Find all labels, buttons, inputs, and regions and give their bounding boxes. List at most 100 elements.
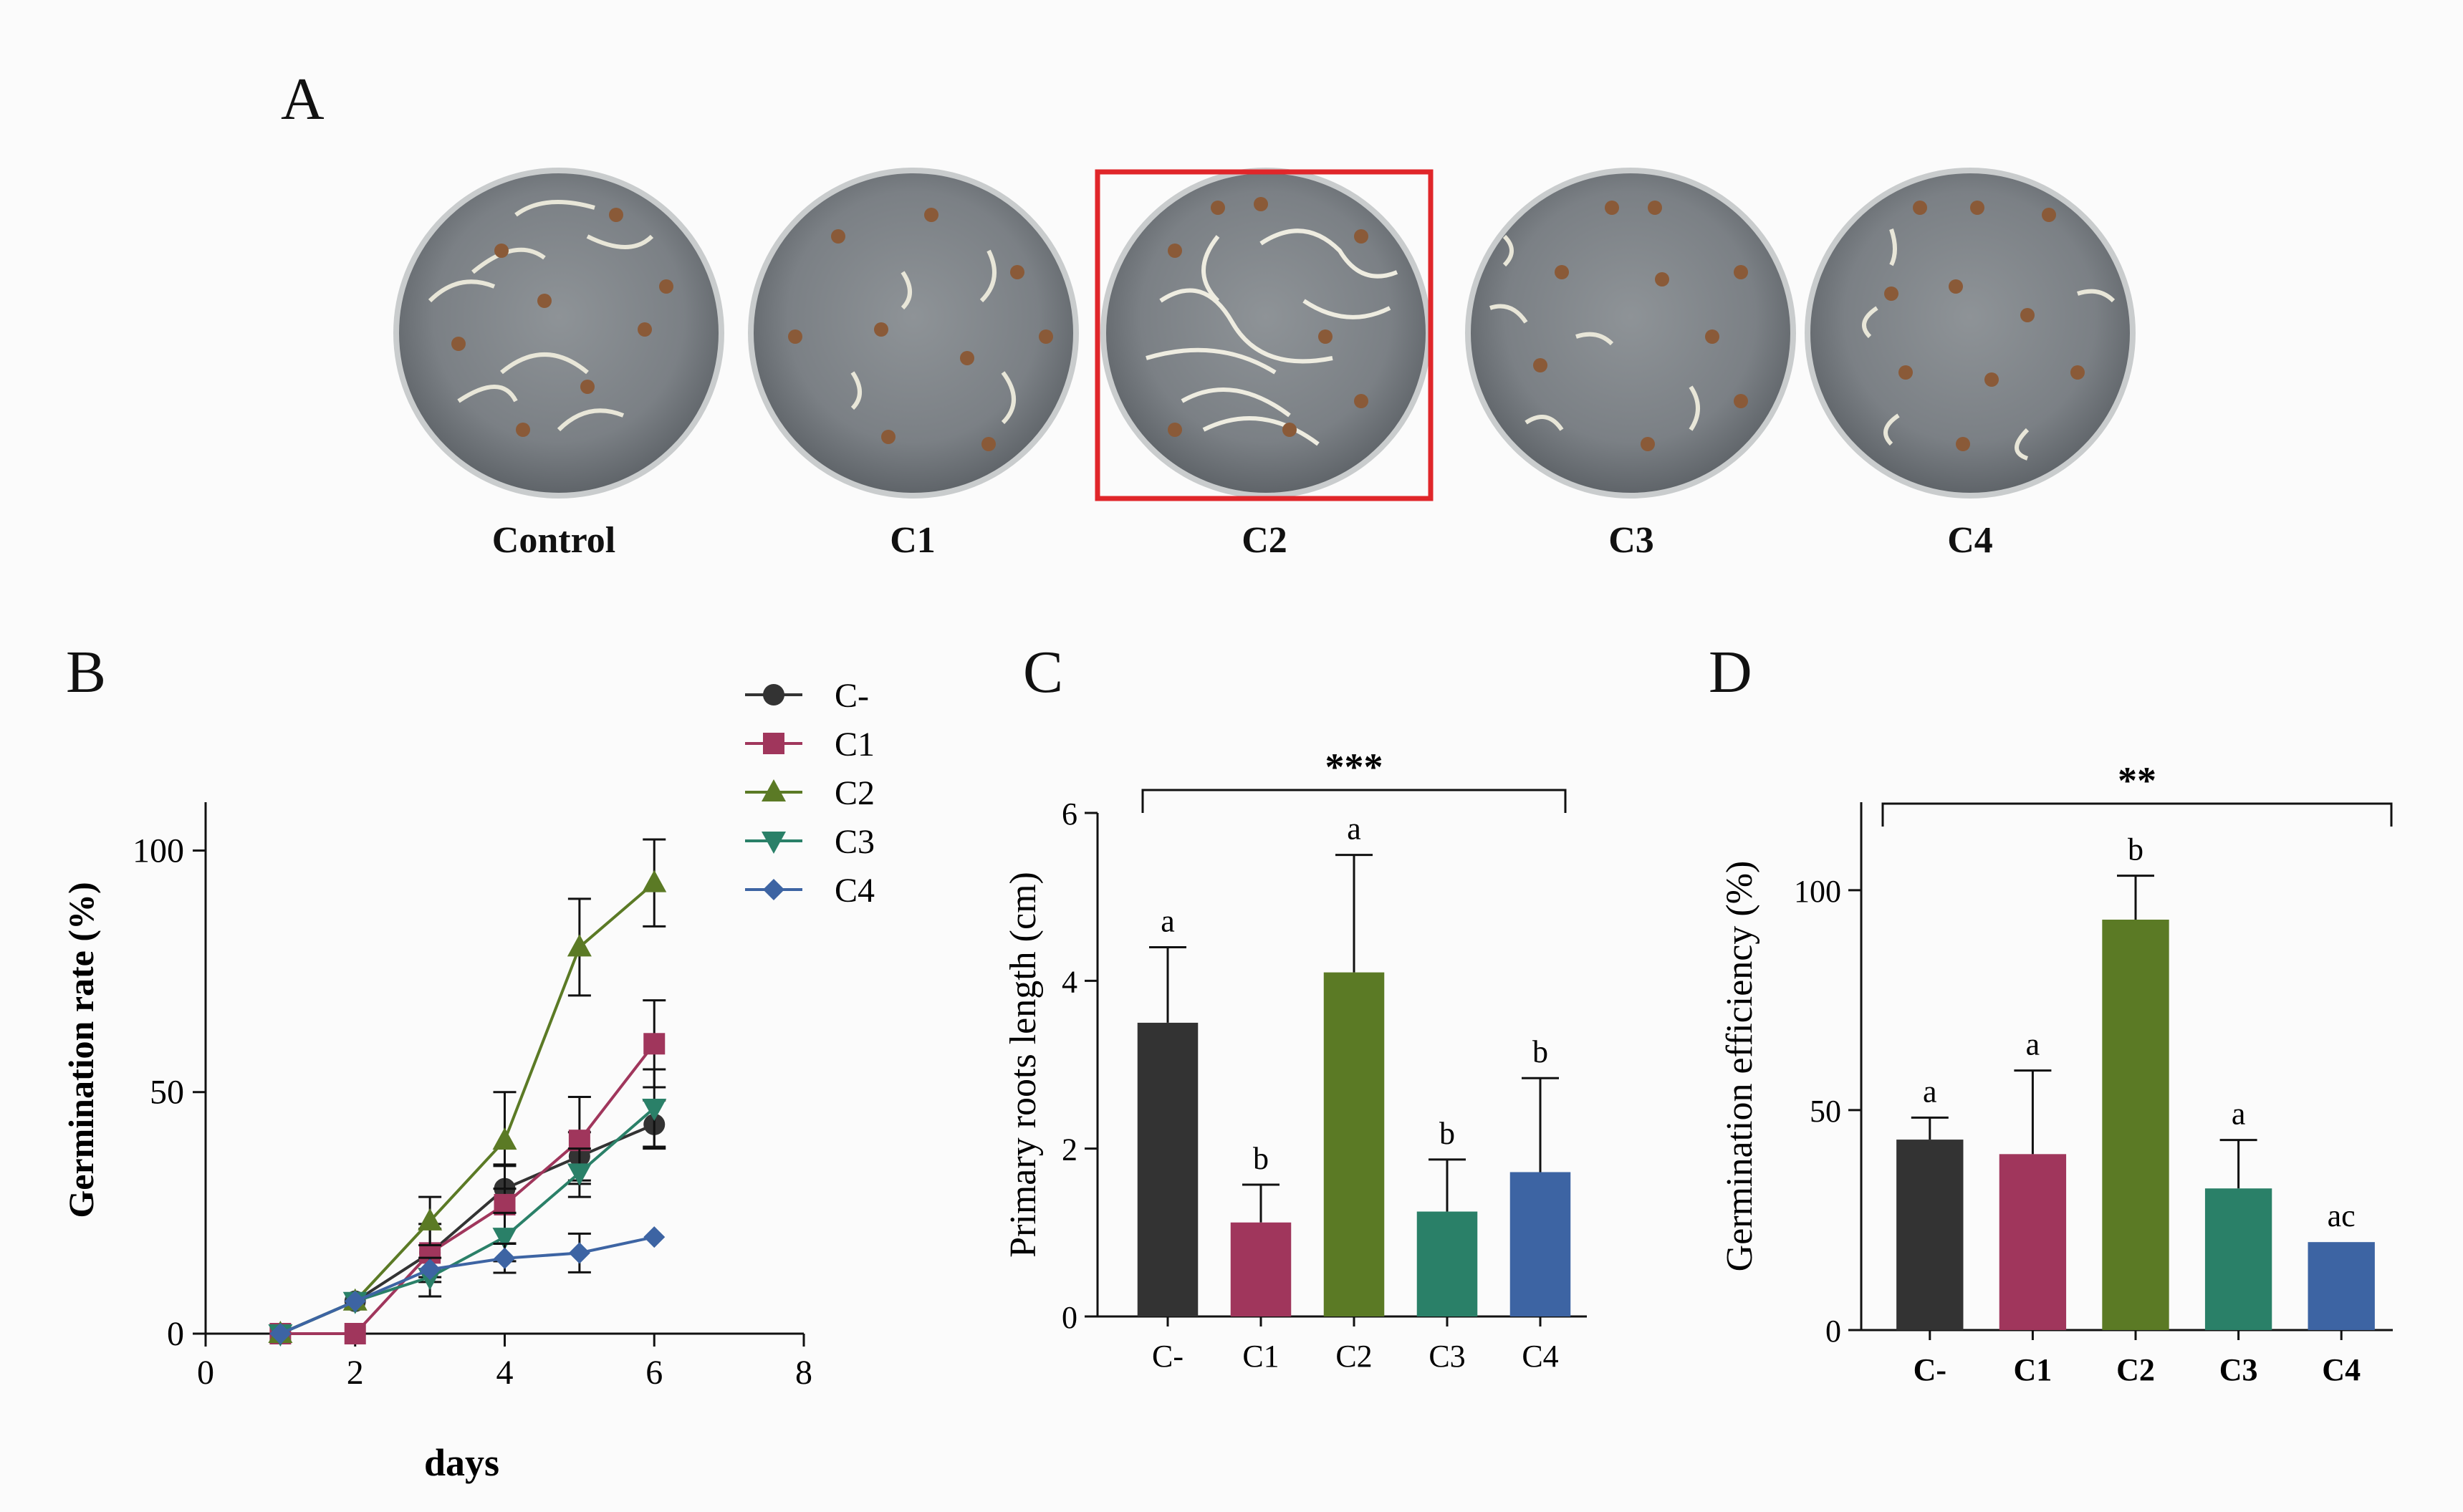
dish-label-c2: C2 — [1242, 520, 1287, 561]
y-tick-label: 50 — [150, 1074, 184, 1112]
data-point-C4 — [643, 1226, 666, 1248]
series-line-C4 — [279, 1236, 655, 1335]
legend-label-C3: C3 — [835, 823, 875, 861]
data-point-C4 — [494, 1247, 516, 1269]
significance-bracket — [1881, 802, 2393, 827]
significance-letter-C2: b — [2128, 832, 2143, 867]
data-point-C3 — [492, 1228, 517, 1251]
significance-stars: ** — [2118, 759, 2156, 802]
petri-dish-control — [393, 168, 724, 499]
data-point-C4 — [269, 1323, 292, 1344]
x-tick-label-C2: C2 — [2116, 1352, 2155, 1387]
legend-label-C4: C4 — [835, 872, 875, 910]
y-tick-label: 50 — [1810, 1094, 1841, 1129]
bar-C2 — [1323, 972, 1385, 1316]
x-tick-label-C2: C2 — [1335, 1339, 1372, 1374]
data-point-C4 — [568, 1242, 590, 1264]
legend-label-C2: C2 — [835, 774, 875, 812]
c2-highlight-box — [1095, 169, 1434, 501]
petri-dish-c4 — [1805, 168, 2136, 499]
x-tick-label-C3: C3 — [2219, 1352, 2258, 1387]
x-tick-label: 8 — [795, 1354, 812, 1392]
x-tick-label-C-: C- — [1914, 1352, 1946, 1387]
significance-letter-C3: b — [1439, 1116, 1455, 1151]
x-tick-label-C3: C3 — [1429, 1339, 1465, 1374]
panel-letter-d: D — [1709, 639, 1752, 706]
y-tick-label: 0 — [167, 1315, 184, 1353]
x-tick-label: 2 — [347, 1354, 364, 1392]
bar-C- — [1896, 1140, 1964, 1330]
significance-letter-C4: b — [1532, 1034, 1548, 1069]
legend-marker-C2 — [762, 779, 786, 801]
significance-stars: *** — [1325, 746, 1383, 789]
panel-letter-a: A — [281, 66, 325, 133]
petri-dish-c2 — [1100, 168, 1431, 499]
series-line-C1 — [280, 1043, 656, 1335]
bar-C3 — [2204, 1188, 2272, 1330]
bar-C4 — [1509, 1172, 1571, 1316]
y-tick-label: 6 — [1062, 796, 1077, 832]
y-tick-label: 100 — [1794, 874, 1841, 909]
bar-C4 — [2308, 1242, 2375, 1330]
chart-b-germination-rate: 0 2 4 6 8 0 50 100 days Germination rate (%) C- C1 C… — [61, 677, 875, 1484]
x-tick-label: 4 — [496, 1354, 514, 1392]
data-point-C2 — [492, 1127, 517, 1150]
legend-marker-C4 — [763, 879, 784, 900]
chart-c-primary-roots-length: 0 2 4 6 Primary roots length (cm) C-a C1 b C2 a C3… — [1003, 746, 1587, 1374]
y-tick-label: 4 — [1062, 964, 1077, 999]
petri-dish-c3 — [1465, 168, 1796, 499]
significance-letter-C2: a — [1347, 812, 1361, 847]
data-point-C4 — [344, 1290, 366, 1312]
dish-label-control: Control — [491, 520, 616, 561]
bar-C2 — [2102, 919, 2169, 1330]
x-tick-label-C1: C1 — [2014, 1352, 2052, 1387]
x-tick-label-C4: C4 — [2322, 1352, 2361, 1387]
x-tick-label: 0 — [197, 1354, 214, 1392]
x-tick-label-C-: C- — [1152, 1339, 1184, 1374]
significance-letter-C1: b — [1253, 1141, 1269, 1176]
dish-label-c1: C1 — [890, 520, 936, 561]
legend-marker-C3 — [762, 832, 786, 854]
data-point-C3 — [642, 1098, 667, 1121]
significance-letter-C-: a — [1161, 903, 1175, 938]
legend-label-C1: C1 — [835, 726, 875, 764]
bar-C1 — [1999, 1154, 2067, 1330]
significance-letter-C3: a — [2232, 1097, 2246, 1132]
y-tick-label: 2 — [1062, 1132, 1077, 1167]
x-tick-label: 6 — [645, 1354, 663, 1392]
panel-letter-c: C — [1023, 639, 1064, 706]
significance-letter-C-: a — [1923, 1074, 1937, 1109]
bar-C3 — [1416, 1211, 1478, 1316]
legend-label-C-: C- — [835, 677, 869, 715]
y-axis-label: Germination efficiency (%) — [1719, 861, 1760, 1272]
y-tick-label: 0 — [1062, 1300, 1077, 1335]
x-tick-label-C4: C4 — [1522, 1339, 1558, 1374]
chart-d-germination-efficiency: 0 50 100 Germination efficiency (%) C-a C1 a C2… — [1719, 759, 2393, 1387]
panel-letter-b: B — [66, 639, 107, 706]
data-point-C2 — [418, 1208, 443, 1231]
dish-label-c4: C4 — [1947, 520, 1993, 561]
bar-C- — [1137, 1022, 1199, 1316]
significance-letter-C1: a — [2026, 1027, 2040, 1062]
data-point-C3 — [567, 1163, 592, 1186]
legend-marker-C1 — [763, 733, 784, 754]
petri-dish-c1 — [748, 168, 1079, 499]
data-point-C2 — [567, 934, 592, 957]
petri-dish-photos — [393, 168, 2136, 501]
dish-label-c3: C3 — [1608, 520, 1654, 561]
x-axis-label: days — [424, 1441, 499, 1484]
data-point-C2 — [642, 870, 667, 892]
data-point-C4 — [419, 1258, 441, 1281]
y-tick-label: 0 — [1825, 1314, 1841, 1349]
x-tick-label-C1: C1 — [1242, 1339, 1279, 1374]
data-point-C1 — [344, 1323, 366, 1344]
bar-C1 — [1230, 1222, 1292, 1316]
y-axis-label: Germination rate (%) — [61, 882, 101, 1218]
series-line-C2 — [279, 882, 656, 1335]
legend-marker-C- — [763, 684, 784, 706]
y-axis-label: Primary roots length (cm) — [1003, 872, 1044, 1258]
significance-letter-C4: ac — [2328, 1198, 2356, 1233]
data-point-C1 — [643, 1033, 666, 1055]
y-tick-label: 100 — [133, 832, 184, 870]
